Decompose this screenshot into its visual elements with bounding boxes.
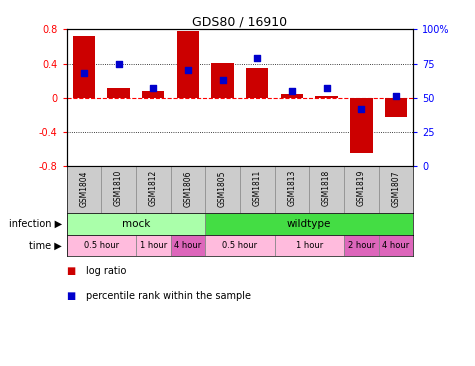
Point: [149, 85, 157, 91]
Text: GSM1818: GSM1818: [322, 170, 331, 206]
Text: GSM1806: GSM1806: [183, 170, 192, 206]
Bar: [66, 213, 205, 235]
Point: [288, 88, 295, 94]
Bar: [205, 213, 413, 235]
Text: mock: mock: [122, 219, 150, 229]
Text: 2 hour: 2 hour: [348, 241, 375, 250]
Bar: [211, 63, 234, 98]
Bar: [350, 98, 372, 153]
Text: percentile rank within the sample: percentile rank within the sample: [86, 291, 250, 302]
Text: GSM1805: GSM1805: [218, 170, 227, 206]
Text: GSM1812: GSM1812: [149, 170, 158, 206]
Bar: [246, 68, 268, 98]
Bar: [281, 94, 303, 98]
Point: [184, 67, 192, 73]
Bar: [142, 91, 164, 98]
Text: GSM1811: GSM1811: [253, 170, 262, 206]
Text: 1 hour: 1 hour: [140, 241, 167, 250]
Bar: [385, 98, 407, 117]
Text: GSM1804: GSM1804: [79, 170, 88, 206]
Text: GSM1810: GSM1810: [114, 170, 123, 206]
Text: log ratio: log ratio: [86, 266, 126, 276]
Bar: [205, 235, 275, 256]
Point: [254, 55, 261, 61]
Text: time ▶: time ▶: [29, 240, 62, 250]
Bar: [275, 235, 344, 256]
Text: infection ▶: infection ▶: [9, 219, 62, 229]
Text: 4 hour: 4 hour: [174, 241, 201, 250]
Bar: [136, 235, 171, 256]
Point: [358, 106, 365, 112]
Point: [80, 70, 88, 76]
Point: [115, 61, 123, 67]
Text: GSM1813: GSM1813: [287, 170, 296, 206]
Bar: [107, 87, 130, 98]
Text: wildtype: wildtype: [287, 219, 332, 229]
Text: 4 hour: 4 hour: [382, 241, 409, 250]
Text: ■: ■: [66, 291, 76, 302]
Text: 0.5 hour: 0.5 hour: [222, 241, 257, 250]
Point: [323, 85, 331, 91]
Bar: [66, 235, 136, 256]
Text: ■: ■: [66, 266, 76, 276]
Point: [392, 93, 400, 99]
Bar: [73, 36, 95, 98]
Point: [218, 77, 227, 83]
Text: GSM1819: GSM1819: [357, 170, 366, 206]
Title: GDS80 / 16910: GDS80 / 16910: [192, 15, 287, 28]
Bar: [379, 235, 413, 256]
Bar: [315, 96, 338, 98]
Bar: [344, 235, 379, 256]
Text: 1 hour: 1 hour: [295, 241, 323, 250]
Bar: [177, 31, 199, 98]
Text: 0.5 hour: 0.5 hour: [84, 241, 119, 250]
Bar: [171, 235, 205, 256]
Text: GSM1807: GSM1807: [391, 170, 400, 206]
